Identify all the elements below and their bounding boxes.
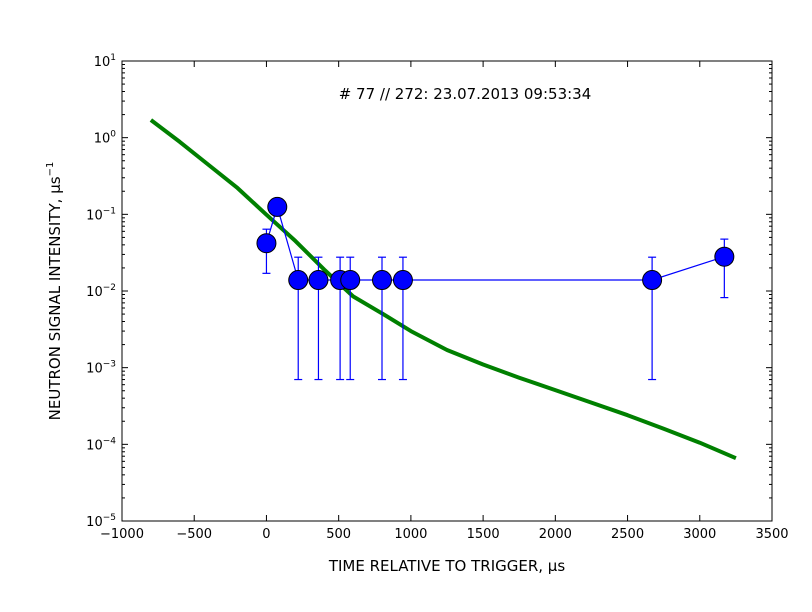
data-point bbox=[642, 270, 663, 291]
y-tick-label: 100 bbox=[94, 130, 117, 147]
data-point bbox=[267, 196, 288, 217]
x-tick-label: 500 bbox=[326, 527, 351, 542]
x-tick-label: 3000 bbox=[683, 527, 716, 542]
model-curve bbox=[149, 118, 737, 461]
y-axis-label-exponent: −1 bbox=[45, 162, 56, 177]
x-axis-label: TIME RELATIVE TO TRIGGER, μs bbox=[328, 557, 566, 575]
data-point bbox=[256, 233, 277, 254]
plot-area bbox=[122, 61, 772, 521]
chart-annotation: # 77 // 272: 23.07.2013 09:53:34 bbox=[339, 85, 592, 103]
y-tick-label: 10−3 bbox=[86, 360, 116, 377]
y-tick-label: 10−4 bbox=[86, 436, 116, 453]
x-tick-label: 1500 bbox=[467, 527, 500, 542]
x-tick-label: 2000 bbox=[539, 527, 572, 542]
y-axis-label: NEUTRON SIGNAL INTENSITY, μs−1 bbox=[45, 162, 64, 421]
curve-layer bbox=[149, 118, 737, 461]
data-point bbox=[714, 246, 735, 267]
y-tick-label: 101 bbox=[94, 53, 116, 70]
x-tick-label: 3500 bbox=[755, 527, 788, 542]
y-tick-label: 10−1 bbox=[86, 206, 116, 223]
plot-frame bbox=[121, 60, 773, 522]
x-tick-label: 1000 bbox=[394, 527, 427, 542]
x-tick-label: −500 bbox=[176, 527, 212, 542]
data-point bbox=[340, 270, 361, 291]
points-layer bbox=[256, 196, 735, 381]
y-axis-label-text: NEUTRON SIGNAL INTENSITY, μs bbox=[46, 176, 64, 420]
y-tick-label: 10−2 bbox=[86, 283, 116, 300]
data-point bbox=[372, 270, 392, 291]
data-point bbox=[308, 270, 329, 291]
x-ticks: −1000 −500 0 500 1000 1500 2000 2500 3000 3500 bbox=[100, 61, 789, 542]
x-tick-label: 2500 bbox=[611, 527, 644, 542]
x-tick-label: −1000 bbox=[100, 527, 144, 542]
data-point bbox=[392, 270, 413, 291]
y-axis-label-group: NEUTRON SIGNAL INTENSITY, μs−1 bbox=[45, 162, 64, 421]
x-tick-label: 0 bbox=[262, 527, 270, 542]
data-point bbox=[288, 270, 309, 291]
y-tick-label: 10−5 bbox=[86, 513, 116, 530]
